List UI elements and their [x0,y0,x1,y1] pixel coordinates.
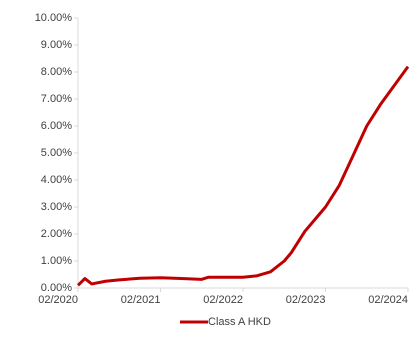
y-tick-label: 10.00% [35,12,73,24]
y-tick-label: 4.00% [41,174,72,186]
y-tick-label: 8.00% [41,66,72,78]
y-tick-label: 9.00% [41,39,72,51]
y-tick-label: 3.00% [41,201,72,213]
x-tick-label: 02/2020 [38,294,78,306]
y-tick-label: 2.00% [41,228,72,240]
y-tick-label: 0.00% [41,282,72,294]
x-tick-label: 02/2023 [286,294,326,306]
y-tick-label: 7.00% [41,93,72,105]
x-tick-label: 02/2024 [368,294,408,306]
y-tick-label: 1.00% [41,255,72,267]
x-tick-label: 02/2022 [203,294,243,306]
line [76,65,409,287]
legend-label: Class A HKD [208,316,271,328]
y-tick-label: 6.00% [41,120,72,132]
x-tick-label: 02/2021 [121,294,161,306]
y-tick-label: 5.00% [41,147,72,159]
